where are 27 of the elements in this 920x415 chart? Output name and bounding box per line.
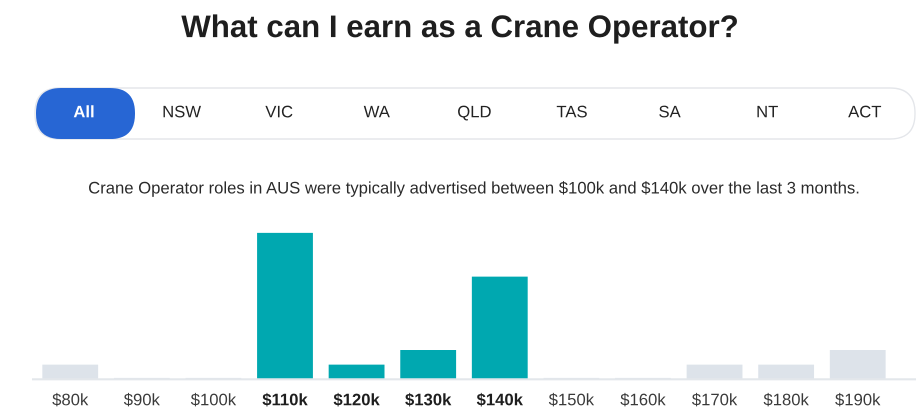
x-tick-label: $150k (548, 392, 594, 406)
x-tick-label: $90k (124, 392, 160, 406)
text: WA (364, 106, 390, 118)
x-tick-label: $130k (405, 392, 452, 407)
bar (400, 350, 456, 380)
text: All (74, 105, 94, 118)
x-tick-label: $100k (190, 392, 236, 406)
x-tick-label: $140k (476, 392, 523, 407)
x-tick-label: $80k (52, 392, 88, 406)
text: QLD (458, 106, 491, 120)
x-tick-label: $160k (620, 392, 666, 406)
bar (472, 276, 528, 380)
text: NSW (164, 106, 201, 118)
text: SA (659, 106, 681, 118)
text: TAS (556, 106, 587, 118)
chart-subtitle: Crane Operator roles in AUS were typically advertised between $100k and $140k over the last 3 months. (89, 181, 858, 197)
x-tick-label: $110k (262, 392, 308, 407)
text: NT (757, 106, 778, 118)
bar (328, 364, 385, 380)
x-tick-label: $120k (334, 392, 380, 407)
x-tick-label: $190k (835, 392, 880, 406)
text: ACT (848, 106, 882, 118)
x-tick-label: $170k (692, 392, 738, 406)
chart-title: What can I earn as a Crane Operator? (181, 14, 737, 44)
bar (257, 232, 313, 380)
x-tick-label: $180k (764, 392, 809, 406)
text: VIC (265, 106, 292, 118)
